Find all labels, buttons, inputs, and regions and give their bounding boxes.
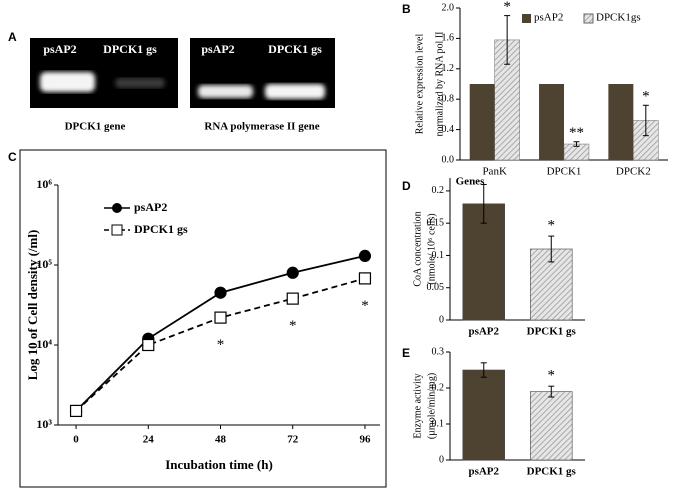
y-axis-label: normalized by RNA pol II (434, 32, 445, 137)
y-tick-label: 0.05 (427, 282, 445, 293)
gel-band (40, 72, 95, 92)
bar (462, 369, 505, 461)
marker (286, 266, 299, 279)
x-tick-label: 0 (73, 434, 79, 446)
panel-letter: C (8, 150, 17, 164)
legend-label: psAP2 (134, 200, 167, 214)
legend-swatch (583, 13, 594, 24)
gel-caption: RNA polymerase II gene (204, 121, 319, 133)
y-axis-label: (µmole/min/mg) (426, 373, 437, 439)
y-tick-label: 10⁴ (36, 337, 52, 351)
significance-label: ** (569, 125, 584, 141)
legend-label: DPCK1gs (596, 12, 641, 24)
y-tick-label: 10⁵ (36, 257, 52, 271)
gel-panel: A psAP2 DPCK1 gs DPCK1 gene psAP2 DPCK1 … (8, 30, 335, 133)
y-tick-label: 0.1 (432, 250, 445, 261)
significance-label: * (289, 318, 297, 334)
y-tick-label: 0.4 (442, 124, 455, 135)
lane-label: psAP2 (201, 42, 234, 56)
significance-label: * (503, 0, 511, 15)
panel-border (19, 149, 387, 488)
marker (142, 338, 155, 352)
gel-band (115, 78, 165, 88)
legend-swatch (522, 14, 531, 23)
y-tick-label: 0.3 (432, 346, 445, 357)
x-tick-label: DPCK1 gs (527, 466, 577, 478)
lane-label: psAP2 (43, 42, 76, 56)
y-tick-label: 0 (439, 454, 444, 465)
y-axis-label: CoA concentration (412, 211, 423, 286)
bar (608, 84, 634, 160)
marker (214, 311, 227, 324)
y-tick-label: 10³ (36, 417, 52, 431)
y-tick-label: 2.0 (442, 2, 455, 13)
lane-label: DPCK1 gs (103, 42, 157, 56)
gel-band (265, 84, 325, 99)
x-tick-label: psAP2 (468, 326, 499, 338)
y-tick-label: 0.2 (432, 185, 445, 196)
y-tick-label: 0.1 (432, 418, 445, 429)
x-tick-label: DPCK1 (547, 166, 582, 178)
x-axis-label: Incubation time (h) (165, 457, 273, 472)
marker (358, 272, 372, 285)
panel-letter: B (402, 2, 411, 16)
marker (214, 286, 227, 299)
y-tick-label: 10⁶ (36, 177, 52, 191)
x-axis-label: Genes (456, 176, 485, 188)
bar (539, 84, 564, 160)
x-tick-label: 24 (143, 434, 155, 446)
y-axis-label: Log 10 of Cell density (/ml) (25, 230, 40, 381)
legend-marker (111, 224, 123, 236)
marker (358, 249, 372, 262)
legend-marker (112, 203, 122, 213)
x-tick-label: DPCK1 gs (527, 326, 577, 338)
line (75, 255, 366, 412)
marker (286, 292, 299, 305)
y-tick-label: 1.6 (442, 33, 455, 44)
y-tick-label: 1.2 (442, 63, 455, 74)
marker (69, 404, 83, 418)
panel-letter: A (8, 30, 17, 44)
x-tick-label: 72 (287, 434, 299, 446)
y-axis-label: Enzyme activity (412, 373, 423, 438)
y-axis-label: (nmole/ 10⁶ cells) (426, 213, 437, 284)
y-tick-label: 0.15 (427, 217, 445, 228)
x-tick-label: PanK (482, 166, 507, 178)
x-tick-label: 96 (359, 434, 371, 446)
significance-label: * (548, 218, 556, 234)
gel-band (198, 85, 253, 98)
significance-label: * (548, 368, 556, 384)
x-tick-label: psAP2 (468, 466, 499, 478)
x-tick-label: DPCK2 (616, 166, 651, 178)
panel-letter: D (402, 179, 411, 193)
gel-caption: DPCK1 gene (65, 121, 126, 133)
legend-label: DPCK1 gs (134, 222, 188, 236)
bar (469, 84, 495, 160)
legend-label: psAP2 (534, 12, 563, 24)
significance-label: * (217, 337, 225, 353)
significance-label: * (361, 298, 369, 314)
y-axis-label: Relative expression level (414, 34, 425, 135)
x-tick-label: 48 (215, 434, 227, 446)
y-tick-label: 0 (439, 314, 444, 325)
y-tick-label: 0.2 (432, 382, 445, 393)
bar (530, 391, 573, 461)
significance-label: * (642, 89, 650, 105)
y-tick-label: 0.8 (442, 93, 455, 104)
lane-label: DPCK1 gs (268, 42, 322, 56)
panel-letter: E (402, 346, 410, 360)
y-tick-label: 0.0 (442, 154, 455, 165)
